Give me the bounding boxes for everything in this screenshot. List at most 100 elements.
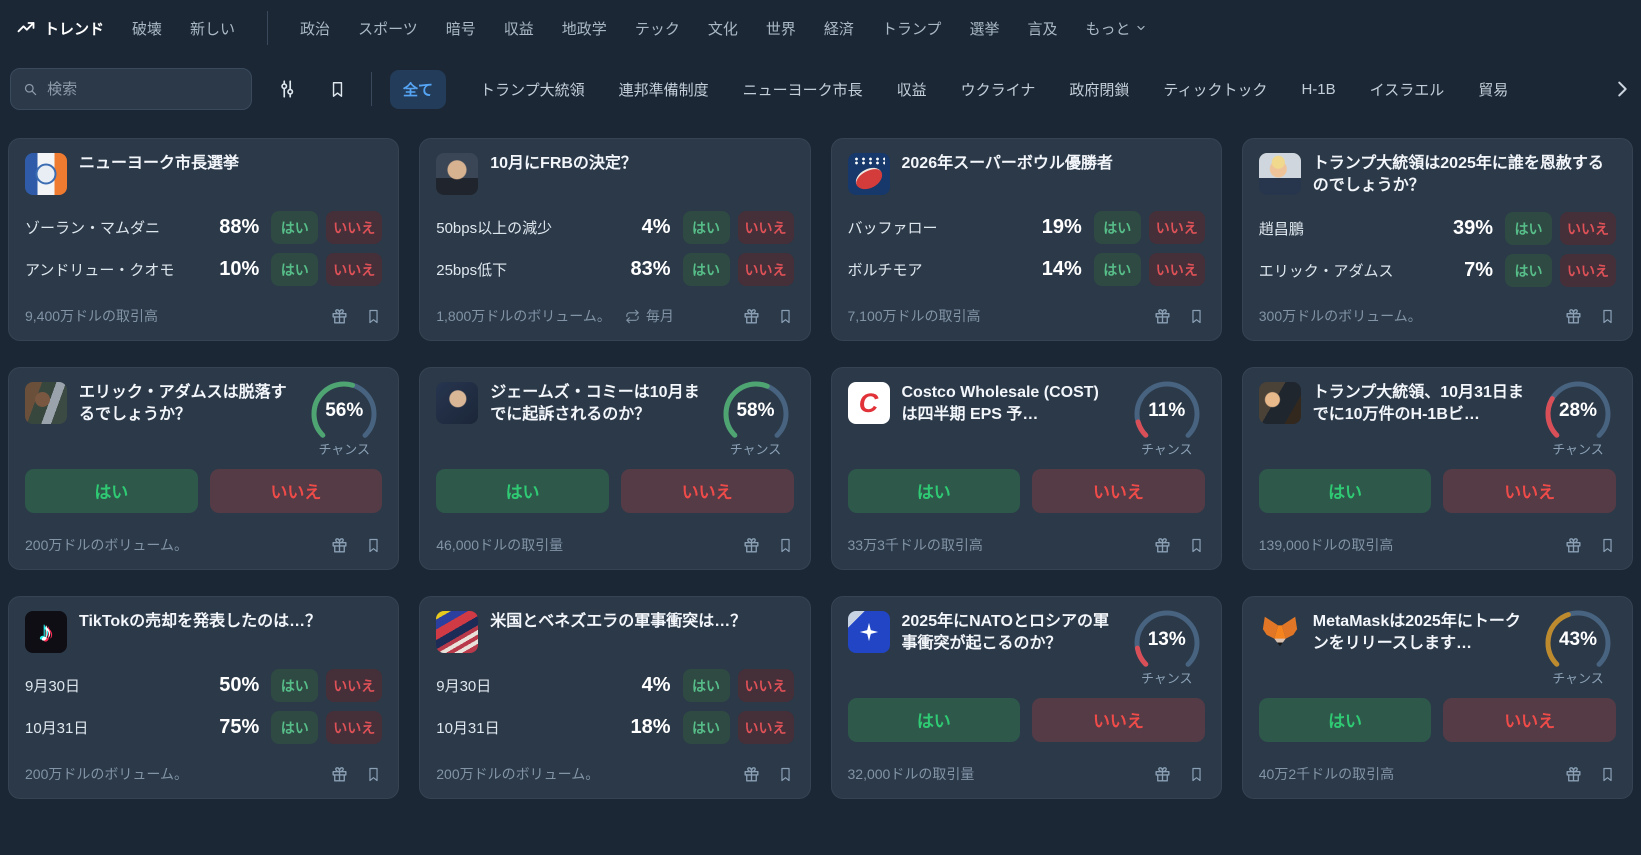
- no-button[interactable]: いいえ: [326, 253, 383, 286]
- search-input[interactable]: [47, 80, 239, 98]
- nav-item-trump[interactable]: トランプ: [881, 20, 942, 38]
- bookmark-button[interactable]: [1188, 537, 1205, 554]
- nav-item-mentions[interactable]: 言及: [1027, 20, 1058, 38]
- no-button[interactable]: いいえ: [1032, 697, 1205, 742]
- chevron-right-icon[interactable]: [1611, 78, 1633, 100]
- gift-button[interactable]: [1153, 307, 1172, 326]
- no-button[interactable]: いいえ: [1443, 697, 1616, 742]
- yes-button[interactable]: はい: [271, 253, 319, 286]
- tag-h1b[interactable]: H-1B: [1301, 80, 1336, 98]
- bookmark-button[interactable]: [1599, 537, 1616, 554]
- bookmark-button[interactable]: [777, 766, 794, 783]
- market-card-tiktok-sale[interactable]: ♪ TikTokの売却を発表したのは…？ 9月30日 50% はい いいえ 10…: [8, 596, 400, 799]
- search-box[interactable]: [10, 68, 252, 110]
- no-button[interactable]: いいえ: [737, 711, 794, 744]
- nav-item-trending[interactable]: トレンド: [16, 18, 104, 39]
- tag-all[interactable]: 全て: [390, 69, 447, 109]
- yes-button[interactable]: はい: [847, 697, 1021, 742]
- bookmarks-button[interactable]: [322, 74, 353, 105]
- yes-button[interactable]: はい: [1505, 212, 1552, 246]
- tag-nyc-mayor[interactable]: ニューヨーク市長: [742, 81, 863, 99]
- market-card-comey-indictment[interactable]: ジェームズ・コミーは10月までに起訴されるのか？ 58% チャンス はい いいえ…: [419, 367, 811, 570]
- no-button[interactable]: いいえ: [1560, 254, 1616, 288]
- yes-button[interactable]: はい: [682, 669, 730, 702]
- bookmark-button[interactable]: [365, 766, 382, 783]
- no-button[interactable]: いいえ: [737, 669, 794, 702]
- nav-item-crypto[interactable]: 暗号: [445, 20, 476, 38]
- nav-item-new[interactable]: 新しい: [190, 20, 236, 38]
- gift-button[interactable]: [330, 536, 349, 555]
- yes-button[interactable]: はい: [1093, 211, 1141, 244]
- no-button[interactable]: いいえ: [326, 711, 383, 744]
- market-card-adams-dropout[interactable]: エリック・アダムスは脱落するでしょうか？ 56% チャンス はい いいえ 200…: [8, 367, 400, 570]
- gift-button[interactable]: [1564, 536, 1583, 555]
- nav-item-more[interactable]: もっと: [1085, 18, 1147, 39]
- nav-item-elections[interactable]: 選挙: [969, 20, 1000, 38]
- gift-button[interactable]: [1564, 307, 1583, 326]
- tag-ukraine[interactable]: ウクライナ: [960, 81, 1036, 99]
- gift-button[interactable]: [330, 307, 349, 326]
- market-card-us-venezuela[interactable]: 米国とベネズエラの軍事衝突は…？ 9月30日 4% はい いいえ 10月31日 …: [419, 596, 811, 799]
- market-card-costco-eps[interactable]: C Costco Wholesale (COST) は四半期 EPS 予… 11…: [830, 367, 1222, 570]
- market-card-nato-russia[interactable]: 2025年にNATOとロシアの軍事衝突が起こるのか？ 13% チャンス はい い…: [830, 596, 1222, 799]
- nav-item-economy[interactable]: 経済: [823, 20, 854, 38]
- nav-item-tech[interactable]: テック: [634, 20, 680, 38]
- nav-item-breaking[interactable]: 破壊: [132, 20, 163, 38]
- bookmark-button[interactable]: [1188, 308, 1205, 325]
- nav-item-sports[interactable]: スポーツ: [358, 20, 418, 38]
- yes-button[interactable]: はい: [1505, 254, 1552, 288]
- gift-button[interactable]: [1153, 536, 1172, 555]
- gift-button[interactable]: [742, 536, 761, 555]
- yes-button[interactable]: はい: [682, 253, 730, 286]
- yes-button[interactable]: はい: [436, 468, 609, 513]
- bookmark-button[interactable]: [777, 537, 794, 554]
- yes-button[interactable]: はい: [682, 211, 730, 244]
- bookmark-button[interactable]: [1599, 766, 1616, 783]
- tag-tiktok[interactable]: ティックトック: [1163, 81, 1268, 99]
- filter-sliders-button[interactable]: [270, 72, 304, 106]
- no-button[interactable]: いいえ: [209, 468, 383, 513]
- bookmark-button[interactable]: [1188, 766, 1205, 783]
- no-button[interactable]: いいえ: [620, 468, 794, 513]
- yes-button[interactable]: はい: [1258, 468, 1432, 513]
- no-button[interactable]: いいえ: [1148, 253, 1205, 286]
- market-card-metamask-token[interactable]: MetaMaskは2025年にトークンをリリースします… 43% チャンス はい…: [1241, 596, 1633, 799]
- nav-item-culture[interactable]: 文化: [707, 20, 738, 38]
- bookmark-button[interactable]: [365, 308, 382, 325]
- yes-button[interactable]: はい: [271, 211, 319, 244]
- gift-button[interactable]: [1153, 765, 1172, 784]
- gift-button[interactable]: [742, 307, 761, 326]
- nav-item-politics[interactable]: 政治: [300, 20, 331, 38]
- no-button[interactable]: いいえ: [1032, 468, 1205, 513]
- yes-button[interactable]: はい: [847, 468, 1021, 513]
- gift-button[interactable]: [330, 765, 349, 784]
- tag-trade[interactable]: 貿易: [1478, 81, 1509, 99]
- bookmark-button[interactable]: [365, 537, 382, 554]
- no-button[interactable]: いいえ: [737, 211, 794, 244]
- no-button[interactable]: いいえ: [1560, 212, 1616, 246]
- tag-earnings[interactable]: 収益: [896, 81, 927, 99]
- gift-button[interactable]: [742, 765, 761, 784]
- yes-button[interactable]: はい: [271, 669, 319, 702]
- no-button[interactable]: いいえ: [326, 669, 383, 702]
- market-card-nyc-mayor[interactable]: ニューヨーク市長選挙 ゾーラン・マムダニ 88% はい いいえ アンドリュー・ク…: [8, 138, 400, 341]
- market-card-trump-h1b[interactable]: トランプ大統領、10月31日までに10万件のH-1Bビ… 28% チャンス はい…: [1241, 367, 1633, 570]
- yes-button[interactable]: はい: [1093, 253, 1141, 286]
- market-card-superbowl[interactable]: 2026年スーパーボウル優勝者 バッファロー 19% はい いいえ ボルチモア …: [830, 138, 1222, 341]
- yes-button[interactable]: はい: [25, 468, 198, 513]
- tag-israel[interactable]: イスラエル: [1369, 81, 1445, 99]
- no-button[interactable]: いいえ: [737, 253, 794, 286]
- bookmark-button[interactable]: [1599, 308, 1616, 325]
- no-button[interactable]: いいえ: [1443, 468, 1616, 513]
- tag-trump[interactable]: トランプ大統領: [480, 81, 585, 99]
- yes-button[interactable]: はい: [1258, 697, 1432, 742]
- tag-shutdown[interactable]: 政府閉鎖: [1069, 81, 1130, 99]
- market-card-frb-october[interactable]: 10月にFRBの決定？ 50bps以上の減少 4% はい いいえ 25bps低下…: [419, 138, 811, 341]
- nav-item-earnings[interactable]: 収益: [503, 20, 534, 38]
- nav-item-world[interactable]: 世界: [765, 20, 796, 38]
- tag-fed[interactable]: 連邦準備制度: [618, 81, 709, 99]
- market-card-trump-pardon[interactable]: トランプ大統領は2025年に誰を恩赦するのでしょうか？ 趙昌鵬 39% はい い…: [1241, 138, 1633, 341]
- yes-button[interactable]: はい: [271, 711, 319, 744]
- no-button[interactable]: いいえ: [1148, 211, 1205, 244]
- gift-button[interactable]: [1564, 765, 1583, 784]
